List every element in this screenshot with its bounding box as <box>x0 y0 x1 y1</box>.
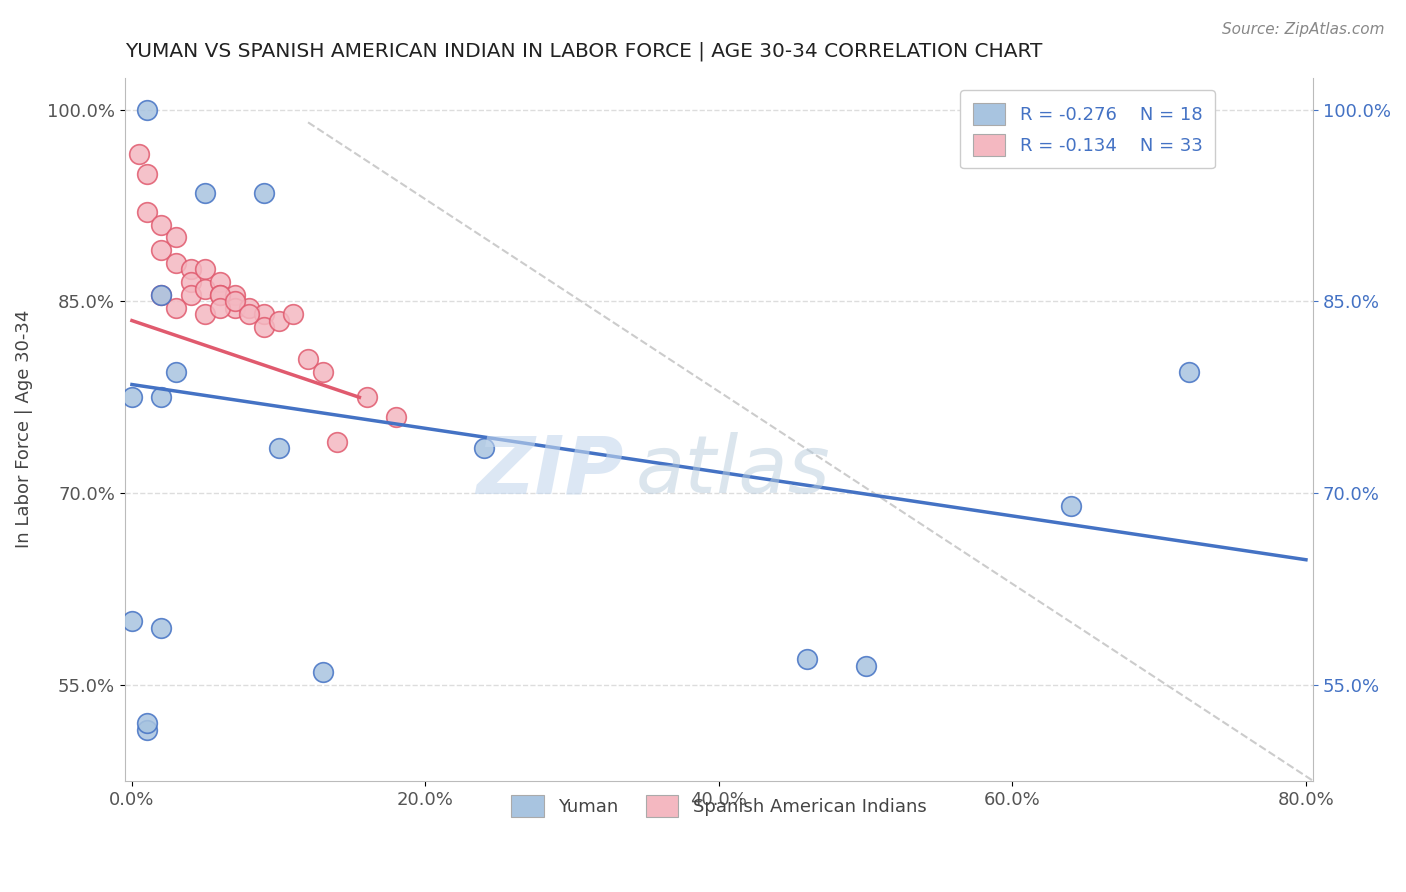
Text: YUMAN VS SPANISH AMERICAN INDIAN IN LABOR FORCE | AGE 30-34 CORRELATION CHART: YUMAN VS SPANISH AMERICAN INDIAN IN LABO… <box>125 42 1042 62</box>
Point <box>238 301 260 315</box>
Point <box>297 351 319 366</box>
Point <box>135 723 157 737</box>
Point <box>135 205 157 219</box>
Point <box>1177 365 1199 379</box>
Point <box>312 665 335 680</box>
Point <box>121 390 143 404</box>
Point <box>150 288 173 302</box>
Point <box>253 186 276 200</box>
Point <box>208 288 231 302</box>
Point <box>855 659 877 673</box>
Text: Source: ZipAtlas.com: Source: ZipAtlas.com <box>1222 22 1385 37</box>
Point <box>194 186 217 200</box>
Point <box>267 313 290 327</box>
Point <box>165 230 187 244</box>
Point <box>385 409 408 424</box>
Point <box>150 288 173 302</box>
Point <box>135 167 157 181</box>
Point <box>224 301 246 315</box>
Point <box>326 435 349 450</box>
Point <box>194 307 217 321</box>
Point <box>165 256 187 270</box>
Point <box>208 288 231 302</box>
Point <box>208 275 231 289</box>
Point <box>238 307 260 321</box>
Point <box>165 301 187 315</box>
Point <box>194 262 217 277</box>
Point <box>253 320 276 334</box>
Point <box>135 103 157 117</box>
Point <box>135 716 157 731</box>
Point <box>180 288 202 302</box>
Legend: Yuman, Spanish American Indians: Yuman, Spanish American Indians <box>505 789 934 825</box>
Point <box>472 442 495 456</box>
Point <box>224 294 246 309</box>
Point <box>121 614 143 628</box>
Point <box>1060 499 1083 513</box>
Point <box>150 621 173 635</box>
Point <box>283 307 305 321</box>
Text: atlas: atlas <box>636 433 831 510</box>
Point <box>150 244 173 258</box>
Point <box>150 218 173 232</box>
Point <box>267 442 290 456</box>
Point <box>208 301 231 315</box>
Point <box>312 365 335 379</box>
Point <box>180 275 202 289</box>
Point <box>253 307 276 321</box>
Y-axis label: In Labor Force | Age 30-34: In Labor Force | Age 30-34 <box>15 310 32 549</box>
Point <box>194 282 217 296</box>
Point <box>224 288 246 302</box>
Text: ZIP: ZIP <box>477 433 624 510</box>
Point <box>180 262 202 277</box>
Point <box>165 365 187 379</box>
Point <box>356 390 378 404</box>
Point <box>150 390 173 404</box>
Point <box>128 147 150 161</box>
Point <box>796 652 818 666</box>
